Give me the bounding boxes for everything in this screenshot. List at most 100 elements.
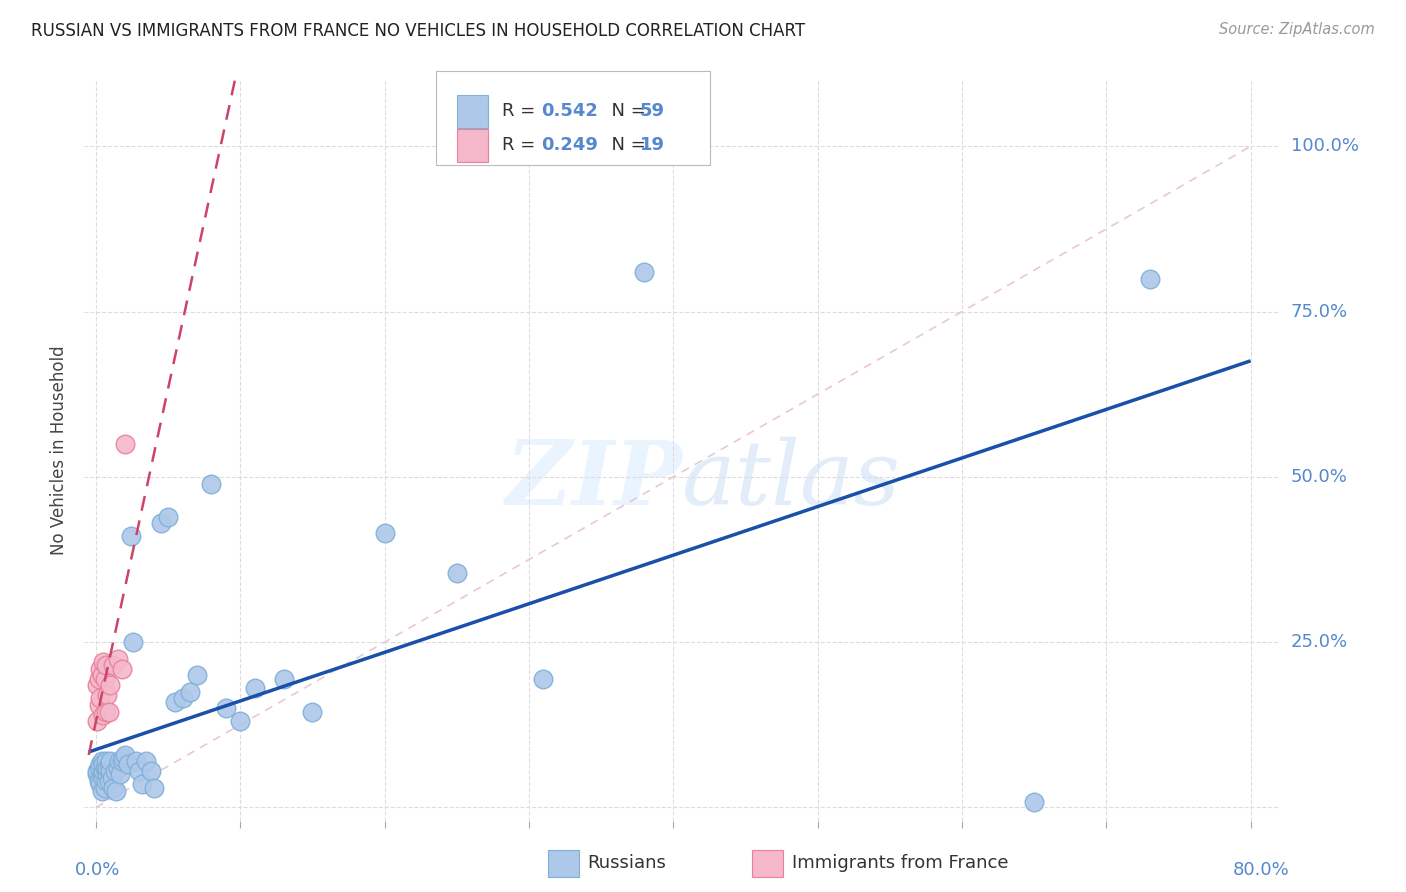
Point — [117, 757, 139, 772]
Point — [90, 767, 112, 781]
Point — [86, 767, 108, 781]
Point — [97, 774, 120, 789]
Point — [103, 658, 125, 673]
Point — [114, 437, 136, 451]
Point — [243, 681, 266, 696]
Text: 0.249: 0.249 — [541, 136, 598, 154]
Point — [89, 662, 111, 676]
Point — [108, 754, 131, 768]
Text: 0.542: 0.542 — [541, 103, 598, 120]
Text: 59: 59 — [640, 103, 665, 120]
Point — [104, 764, 127, 778]
Point — [112, 751, 135, 765]
Point — [94, 658, 117, 673]
Point — [98, 764, 121, 778]
Point — [91, 771, 114, 785]
Point — [446, 566, 468, 580]
Text: 19: 19 — [640, 136, 665, 154]
Point — [1139, 271, 1161, 285]
Point — [101, 771, 124, 785]
Point — [149, 516, 172, 531]
Point — [135, 754, 157, 768]
Point — [229, 714, 252, 729]
Point — [89, 691, 111, 706]
Point — [86, 714, 108, 729]
Text: N =: N = — [600, 136, 652, 154]
Point — [165, 695, 187, 709]
Text: 80.0%: 80.0% — [1232, 862, 1289, 880]
Point — [97, 757, 120, 772]
Point — [374, 526, 396, 541]
Point — [301, 705, 323, 719]
Point — [93, 672, 115, 686]
Point — [94, 764, 117, 778]
Point — [86, 678, 108, 692]
Point — [90, 754, 112, 768]
Text: R =: R = — [502, 136, 541, 154]
Text: ZIP: ZIP — [506, 437, 682, 524]
Point — [93, 761, 115, 775]
Y-axis label: No Vehicles in Household: No Vehicles in Household — [51, 345, 69, 556]
Point — [200, 476, 222, 491]
Point — [111, 754, 134, 768]
Text: N =: N = — [600, 103, 652, 120]
Point — [107, 761, 129, 775]
Point — [93, 780, 115, 795]
Text: 25.0%: 25.0% — [1291, 633, 1348, 651]
Point — [91, 757, 114, 772]
Point — [98, 754, 121, 768]
Point — [97, 705, 120, 719]
Text: 0.0%: 0.0% — [75, 862, 120, 880]
Point — [633, 265, 655, 279]
Point — [139, 764, 162, 778]
Text: Source: ZipAtlas.com: Source: ZipAtlas.com — [1219, 22, 1375, 37]
Point — [103, 780, 125, 795]
Text: atlas: atlas — [682, 437, 901, 524]
Point — [157, 509, 180, 524]
Point — [186, 668, 208, 682]
Point — [86, 764, 108, 778]
Text: R =: R = — [502, 103, 541, 120]
Point — [125, 754, 148, 768]
Point — [87, 672, 110, 686]
Point — [107, 651, 129, 665]
Point — [131, 777, 153, 791]
Point — [98, 678, 121, 692]
Text: 50.0%: 50.0% — [1291, 468, 1347, 486]
Point — [87, 698, 110, 712]
Point — [91, 764, 114, 778]
Point — [179, 684, 201, 698]
Point — [94, 774, 117, 789]
Point — [105, 784, 128, 798]
Point — [94, 705, 117, 719]
Point — [120, 529, 142, 543]
Point — [128, 764, 150, 778]
Point — [142, 780, 165, 795]
Point — [96, 761, 118, 775]
Point — [110, 767, 132, 781]
Point — [87, 774, 110, 789]
Point — [111, 662, 134, 676]
Point — [90, 784, 112, 798]
Point — [215, 701, 238, 715]
Point — [87, 761, 110, 775]
Point — [122, 635, 145, 649]
Point — [114, 747, 136, 762]
Point — [91, 707, 114, 722]
Point — [91, 655, 114, 669]
Point — [273, 672, 295, 686]
Point — [1022, 795, 1045, 809]
Point — [172, 691, 194, 706]
Point — [89, 777, 111, 791]
Text: Russians: Russians — [588, 855, 666, 872]
Point — [531, 672, 554, 686]
Point — [89, 757, 111, 772]
Text: 75.0%: 75.0% — [1291, 302, 1348, 320]
Point — [96, 767, 118, 781]
Text: Immigrants from France: Immigrants from France — [792, 855, 1008, 872]
Point — [90, 668, 112, 682]
Point — [96, 688, 118, 702]
Text: 100.0%: 100.0% — [1291, 137, 1358, 155]
Point — [94, 754, 117, 768]
Text: RUSSIAN VS IMMIGRANTS FROM FRANCE NO VEHICLES IN HOUSEHOLD CORRELATION CHART: RUSSIAN VS IMMIGRANTS FROM FRANCE NO VEH… — [31, 22, 806, 40]
